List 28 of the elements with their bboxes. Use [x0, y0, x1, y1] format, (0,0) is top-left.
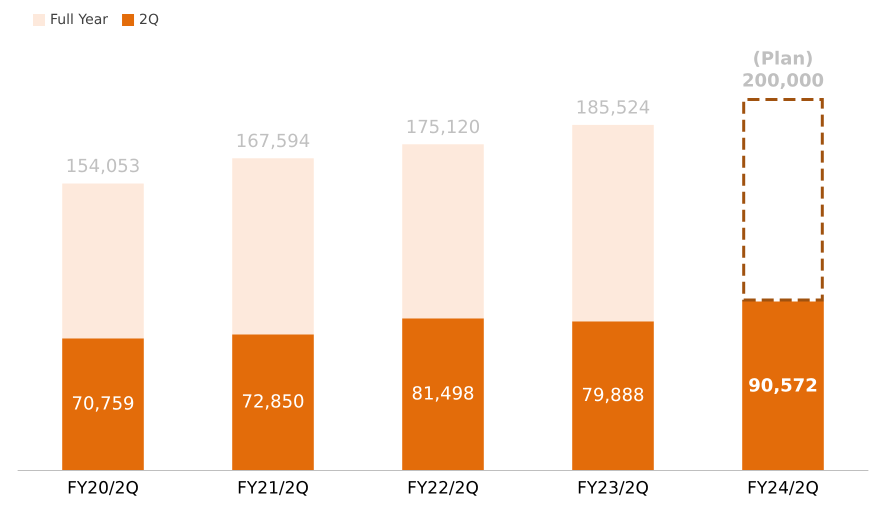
- total-label: 167,594: [236, 130, 310, 152]
- bar: [402, 318, 484, 470]
- x-tick-label: FY23/2Q: [577, 478, 649, 498]
- bar: [62, 338, 144, 470]
- total-label: 154,053: [66, 156, 140, 177]
- data-label: 90,572: [748, 375, 818, 396]
- bar: [742, 98, 824, 302]
- total-label: 200,000: [742, 70, 824, 92]
- bar: [62, 183, 144, 338]
- bar: [572, 321, 654, 470]
- bar: [572, 124, 654, 322]
- data-label: 72,850: [242, 392, 304, 413]
- bar: [402, 144, 484, 318]
- bar: [232, 158, 314, 334]
- x-tick-label: FY24/2Q: [747, 478, 819, 498]
- annotation: (Plan): [752, 48, 814, 70]
- total-label: 175,120: [406, 116, 480, 138]
- legend-label: 2Q: [139, 12, 159, 28]
- x-tick-label: FY20/2Q: [67, 478, 139, 498]
- data-label: 70,759: [72, 394, 134, 415]
- bar: [742, 302, 824, 470]
- total-label: 185,524: [576, 97, 650, 118]
- data-label: 81,498: [412, 384, 474, 405]
- legend-label: Full Year: [50, 12, 108, 28]
- x-tick-label: FY22/2Q: [407, 478, 479, 498]
- bar: [232, 334, 314, 470]
- data-label: 79,888: [582, 385, 644, 406]
- x-tick-label: FY21/2Q: [237, 478, 309, 498]
